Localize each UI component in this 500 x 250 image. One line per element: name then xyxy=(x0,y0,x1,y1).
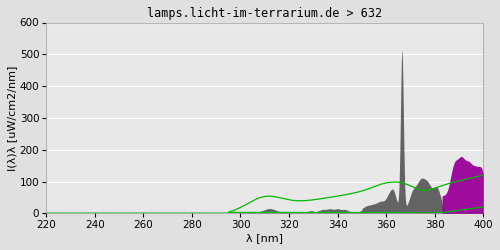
Title: lamps.licht-im-terrarium.de > 632: lamps.licht-im-terrarium.de > 632 xyxy=(147,7,382,20)
Y-axis label: I(λ)λ [uW/cm2/nm]: I(λ)λ [uW/cm2/nm] xyxy=(7,65,17,170)
X-axis label: λ [nm]: λ [nm] xyxy=(246,233,284,243)
